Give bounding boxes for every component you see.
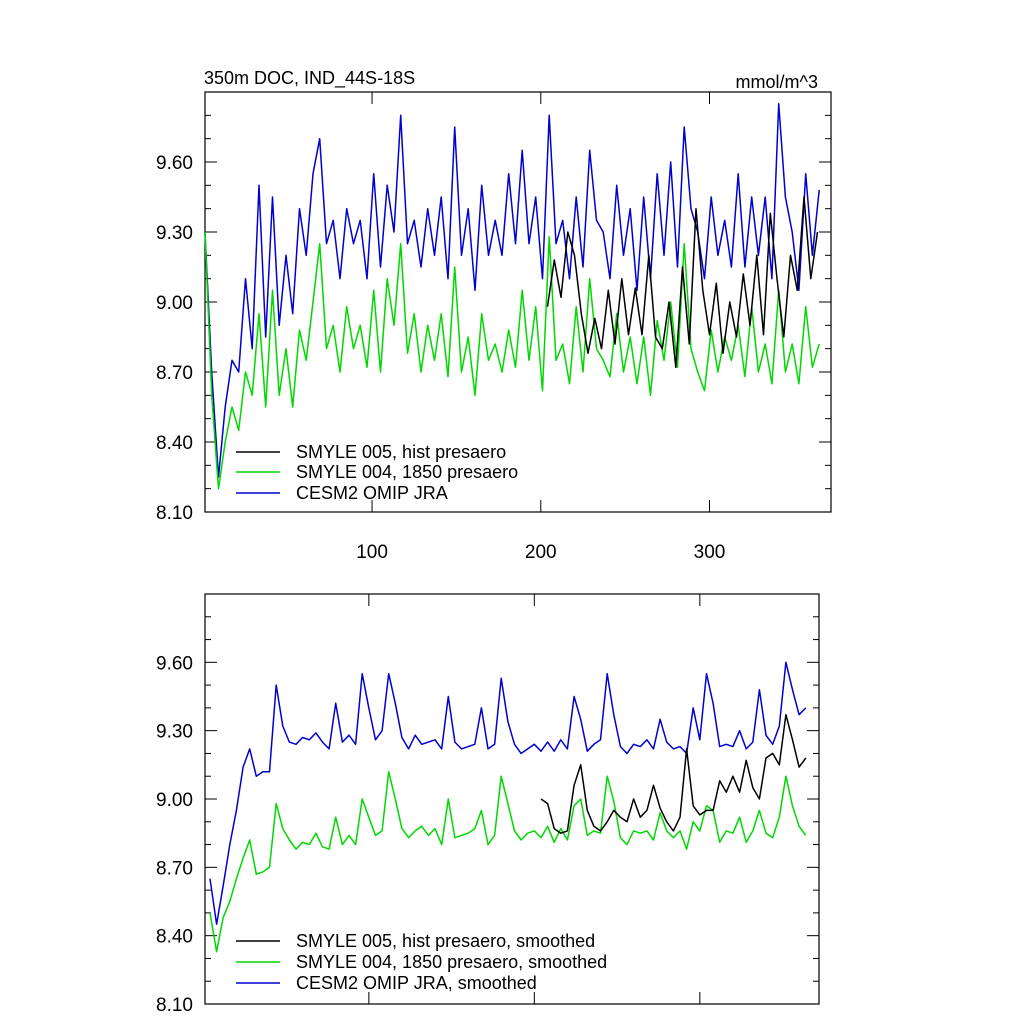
top-xtick-label: 300 bbox=[694, 542, 726, 563]
bottom-ytick-label: 8.40 bbox=[156, 927, 193, 948]
top-panel: 8.10 8.40 8.70 9.00 9.30 9.60 100 200 300 SMYLE… bbox=[156, 91, 832, 563]
bottom-y-axis: 8.10 8.40 8.70 9.00 9.30 9.60 bbox=[156, 616, 819, 1016]
top-ytick-label: 8.70 bbox=[156, 363, 193, 384]
bottom-panel: 8.10 8.40 8.70 9.00 9.30 9.60 SMYLE 005, hist… bbox=[156, 593, 820, 1016]
bottom-legend: SMYLE 005, hist presaero, smoothed SMYLE… bbox=[236, 931, 607, 993]
figure-title: 350m DOC, IND_44S-18S bbox=[204, 68, 415, 89]
top-ytick-label: 8.10 bbox=[156, 503, 193, 524]
bottom-ytick-label: 9.00 bbox=[156, 790, 193, 811]
top-ytick-label: 8.40 bbox=[156, 433, 193, 454]
figure-units: mmol/m^3 bbox=[736, 72, 818, 92]
bottom-ytick-label: 8.70 bbox=[156, 858, 193, 879]
top-x-axis: 100 200 300 bbox=[356, 92, 725, 563]
top-series-line-1 bbox=[204, 231, 820, 490]
bottom-ytick-label: 9.60 bbox=[156, 653, 193, 674]
bottom-series-line-2 bbox=[209, 661, 807, 926]
top-legend: SMYLE 005, hist presaero SMYLE 004, 1850… bbox=[236, 442, 518, 503]
bottom-series-line-0 bbox=[540, 713, 807, 834]
bottom-x-axis bbox=[368, 594, 701, 1004]
bottom-ytick-label: 9.30 bbox=[156, 722, 193, 743]
top-y-axis: 8.10 8.40 8.70 9.00 9.30 9.60 bbox=[156, 114, 831, 524]
legend-label-smyle004-smoothed: SMYLE 004, 1850 presaero, smoothed bbox=[296, 952, 607, 972]
top-ytick-label: 9.30 bbox=[156, 223, 193, 244]
legend-label-cesm2: CESM2 OMIP JRA bbox=[296, 483, 448, 503]
top-ytick-label: 9.00 bbox=[156, 293, 193, 314]
top-series-line-0 bbox=[546, 196, 819, 369]
top-series-lines bbox=[204, 102, 820, 490]
top-series-line-2 bbox=[204, 102, 820, 478]
legend-label-smyle004: SMYLE 004, 1850 presaero bbox=[296, 462, 518, 482]
top-xtick-label: 200 bbox=[525, 542, 557, 563]
top-ytick-label: 9.60 bbox=[156, 153, 193, 174]
legend-label-smyle005-smoothed: SMYLE 005, hist presaero, smoothed bbox=[296, 931, 595, 951]
bottom-series-lines bbox=[209, 661, 807, 953]
top-xtick-label: 100 bbox=[356, 542, 388, 563]
bottom-series-line-1 bbox=[209, 770, 807, 953]
legend-label-cesm2-smoothed: CESM2 OMIP JRA, smoothed bbox=[296, 973, 537, 993]
legend-label-smyle005: SMYLE 005, hist presaero bbox=[296, 442, 506, 462]
bottom-ytick-label: 8.10 bbox=[156, 995, 193, 1016]
